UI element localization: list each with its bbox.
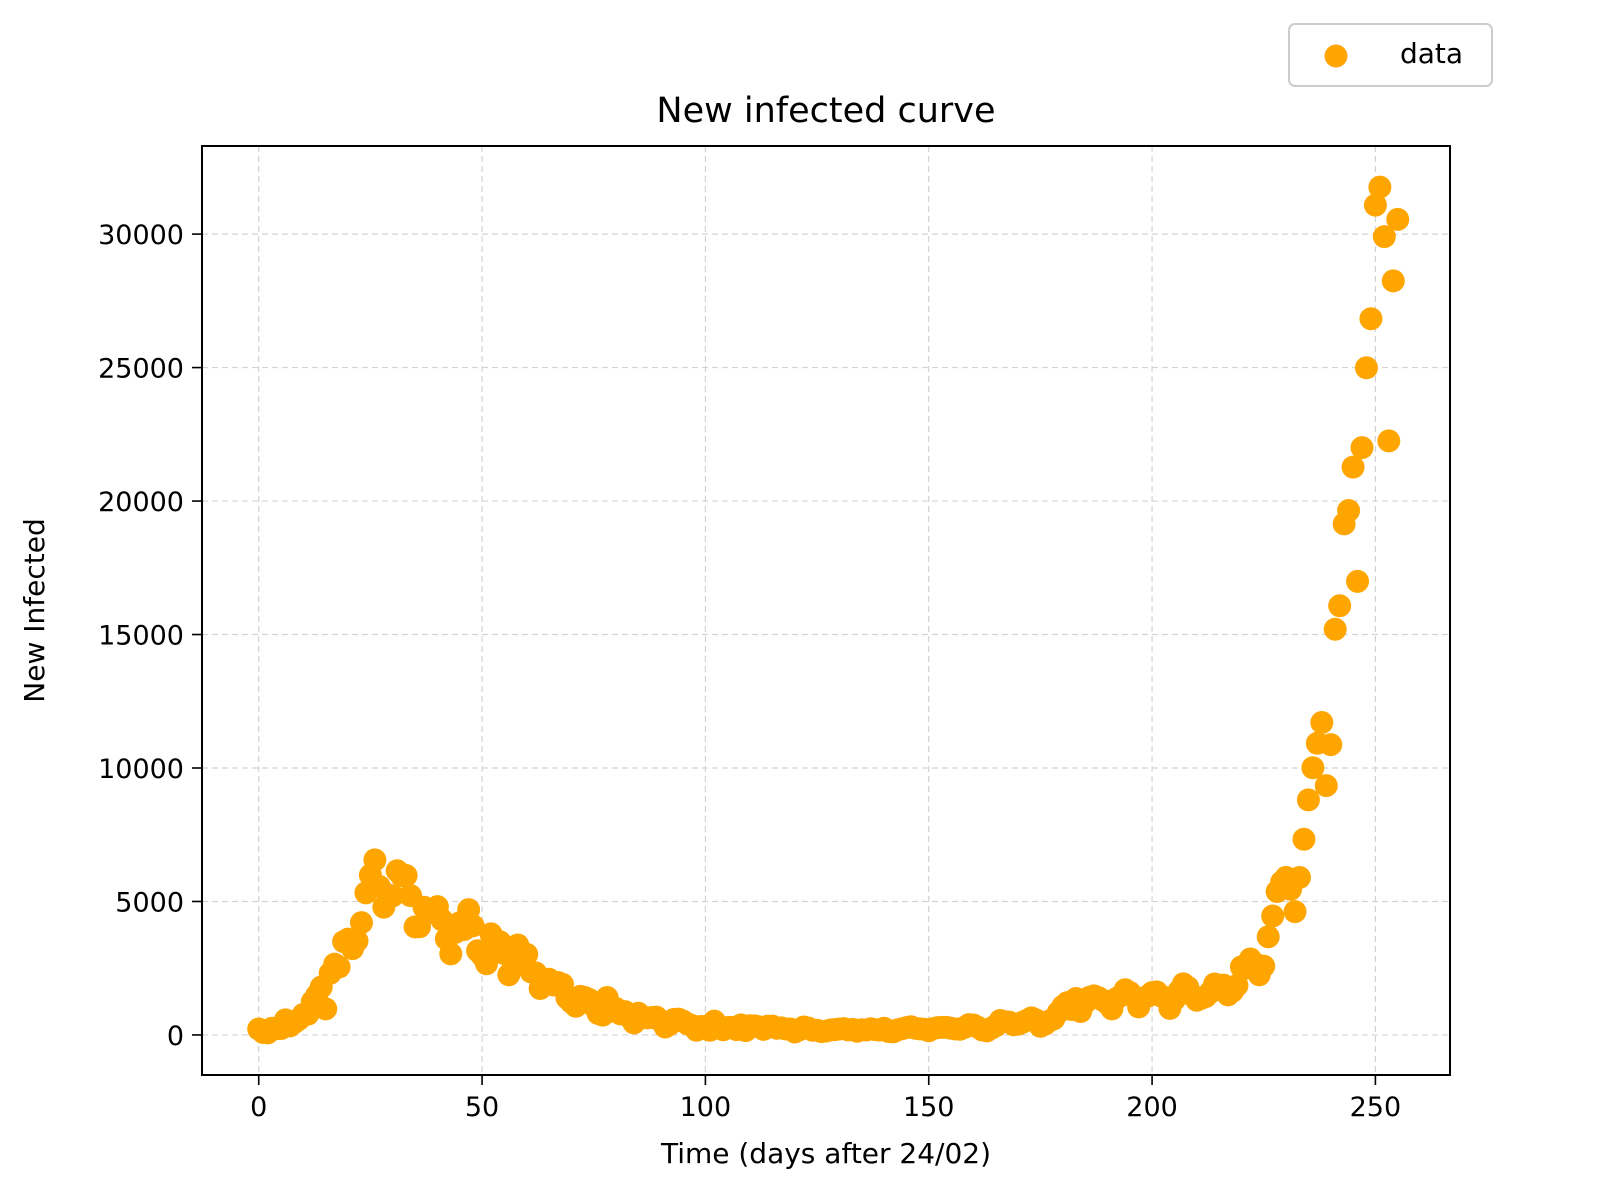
data-point [475,952,499,976]
y-tick-label: 10000 [98,754,184,785]
data-point [1225,974,1249,998]
data-point [1328,594,1352,618]
data-point [1319,733,1343,757]
chart-title: New infected curve [656,91,995,131]
data-point [381,884,405,908]
data-point [1296,788,1320,812]
data-point [1283,900,1307,924]
data-point [1368,175,1392,199]
data-point [1346,569,1370,593]
data-point [1287,866,1311,890]
y-axis-title: New Infected [18,518,51,702]
data-point [1386,207,1410,231]
y-tick-label: 15000 [98,621,184,652]
y-tick-label: 5000 [115,887,184,918]
x-tick-label: 250 [1350,1092,1402,1123]
data-points [247,175,1410,1045]
data-point [363,848,387,872]
data-point [1337,499,1361,523]
legend-marker-data [1324,44,1348,68]
data-point [349,911,373,935]
x-tick-label: 200 [1126,1092,1178,1123]
data-point [1341,455,1365,479]
plot-area-frame [201,145,1451,1076]
data-point [1359,307,1383,331]
grid-lines [202,146,1450,1075]
data-point [1314,774,1338,798]
data-point [1363,193,1387,217]
legend-label-data: data [1400,37,1463,70]
x-tick-label: 100 [680,1092,732,1123]
data-point [327,955,351,979]
legend: data [1288,23,1493,87]
data-point [1301,756,1325,780]
legend-box [1288,23,1493,87]
data-point [1381,269,1405,293]
x-tick-label: 50 [465,1092,499,1123]
data-point [314,997,338,1021]
y-tick-label: 25000 [98,354,184,385]
y-tick-label: 30000 [98,220,184,251]
data-point [1310,710,1334,734]
data-point [1261,904,1285,928]
data-point [1256,925,1280,949]
data-point [1372,225,1396,249]
data-point [1252,954,1276,978]
data-point [515,942,539,966]
axis-ticks: 0 50 100 150 200 250 0 5000 10000 15000 20000 25000… [98,220,1401,1123]
x-axis-title: Time (days after 24/02) [660,1137,991,1170]
data-point [1292,827,1316,851]
x-tick-label: 150 [903,1092,955,1123]
data-point [1350,436,1374,460]
data-point [439,942,463,966]
data-point [1323,617,1347,641]
y-tick-label: 20000 [98,487,184,518]
data-point [1354,356,1378,380]
data-point [461,914,485,938]
data-point [394,863,418,887]
y-tick-label: 0 [167,1021,184,1052]
data-point [345,929,369,953]
data-point [1377,429,1401,453]
x-tick-label: 0 [250,1092,267,1123]
